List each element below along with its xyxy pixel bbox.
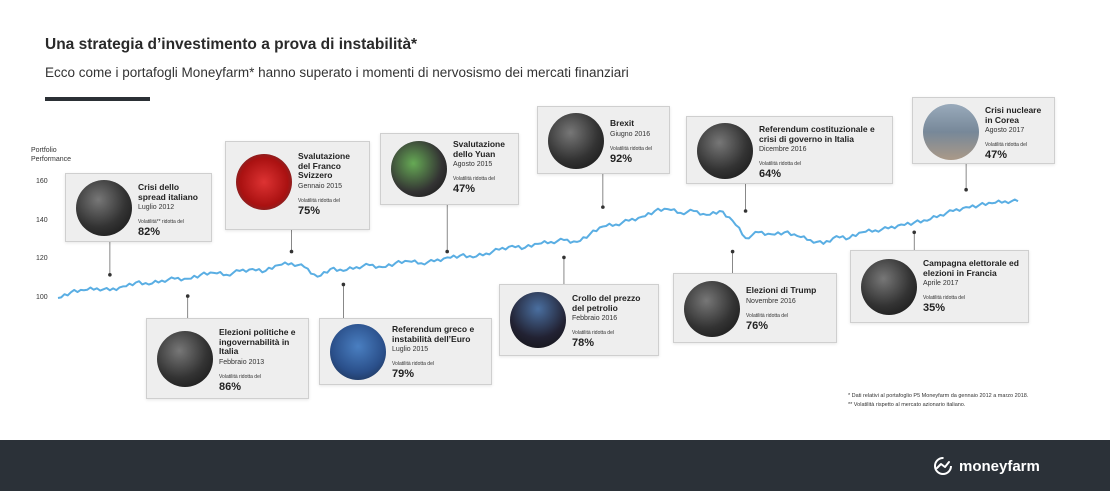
footnote: * Dati relativi al portafoglio P5 Moneyf… (848, 393, 1029, 399)
event-marker-petrolio (562, 255, 566, 260)
y-tick-label: 120 (36, 255, 48, 262)
event-card-crisi: Crisi dello spread italiano Luglio 2012 … (65, 173, 212, 242)
event-marker-greco (341, 282, 346, 287)
y-axis-title: Portfolio Performance (31, 147, 72, 163)
event-title: Svalutazione del Franco Svizzero (298, 151, 350, 180)
event-date: Febbraio 2013 (219, 358, 265, 366)
event-date: Gennaio 2015 (298, 182, 342, 190)
event-date: Novembre 2016 (746, 297, 796, 305)
event-vlabel: Volatilità ridotta del (453, 176, 495, 182)
event-marker-francia (912, 230, 917, 235)
event-card-elezioni: Elezioni politiche e ingovernabilità in … (146, 318, 309, 399)
portrait-photo (697, 123, 753, 179)
event-vlabel: Volatilità ridotta del (759, 161, 801, 167)
event-title: Referendum greco e instabilità dell’Euro (392, 324, 475, 344)
event-vlabel: Volatilità ridotta del (746, 312, 788, 319)
event-card-franco: Svalutazione del Franco Svizzero Gennaio… (225, 141, 370, 230)
event-value: 78% (572, 337, 595, 349)
event-marker-corea (964, 187, 968, 192)
event-title: Crollo del prezzo del petrolio (572, 293, 641, 313)
portrait-photo (861, 259, 917, 315)
event-marker-franco (289, 249, 294, 254)
chart-subtitle: Ecco come i portafogli Moneyfarm* hanno … (45, 65, 629, 80)
event-vlabel: Volatilità ridotta del (392, 361, 434, 367)
performance-line (57, 198, 1019, 299)
event-date: Luglio 2015 (392, 346, 429, 353)
event-marker-referendum (743, 209, 748, 213)
stock-board-photo (391, 141, 447, 197)
event-title: Elezioni di Trump (746, 285, 817, 295)
event-markers (108, 164, 968, 318)
event-card-greco: Referendum greco e instabilità dell’Euro… (319, 318, 492, 385)
euro-sign-photo (330, 324, 386, 380)
event-value: 82% (138, 226, 161, 238)
event-date: Febbraio 2016 (572, 315, 618, 322)
event-title: Elezioni politiche e ingovernabilità in … (219, 327, 296, 356)
event-card-brexit: Brexit Giugno 2016 Volatilità ridotta de… (537, 106, 670, 174)
chart-title: Una strategia d’investimento a prova di … (45, 36, 418, 53)
portrait-photo (684, 281, 740, 337)
event-vlabel: Volatilità** ridotta del (138, 219, 184, 225)
y-tick-label: 160 (36, 178, 48, 185)
title-divider (45, 97, 150, 101)
event-vlabel: Volatilità ridotta del (923, 295, 965, 301)
event-value: 75% (298, 204, 321, 217)
portrait-photo (76, 180, 132, 236)
event-date: Dicembre 2016 (759, 146, 807, 153)
event-vlabel: Volatilità ridotta del (572, 330, 614, 336)
event-value: 79% (392, 368, 415, 380)
event-date: Aprile 2017 (923, 280, 959, 287)
event-vlabel: Volatilità ridotta del (298, 197, 340, 204)
oil-rig-photo (510, 292, 566, 348)
event-marker-crisi (108, 273, 112, 277)
event-vlabel: Volatilità ridotta del (610, 145, 652, 152)
footnote: ** Volatilità rispetto al mercato aziona… (848, 402, 966, 408)
event-value: 35% (923, 302, 946, 314)
event-date: Agosto 2015 (453, 161, 493, 168)
event-title: Brexit (610, 118, 635, 128)
event-vlabel: Volatilità ridotta del (219, 373, 261, 380)
event-title: Crisi dello spread italiano (138, 182, 198, 202)
event-value: 47% (985, 149, 1008, 161)
event-value: 86% (219, 380, 242, 393)
event-card-yuan: Svalutazione dello Yuan Agosto 2015 Vola… (380, 133, 519, 205)
event-marker-yuan (445, 249, 449, 254)
chart-plot (57, 164, 1019, 318)
event-date: Giugno 2016 (610, 130, 651, 138)
event-marker-elezioni (185, 294, 190, 298)
event-date: Luglio 2012 (138, 204, 175, 211)
event-value: 64% (759, 168, 782, 180)
event-title: Referendum costituzionale e crisi di gov… (759, 124, 875, 144)
brand-logo[interactable]: moneyfarm (933, 456, 1040, 476)
event-title: Campagna elettorale ed elezioni in Franc… (923, 258, 1019, 278)
footer-bar (0, 440, 1110, 491)
event-vlabel: Volatilità ridotta del (985, 142, 1027, 148)
event-title: Svalutazione dello Yuan (453, 139, 505, 159)
event-date: Agosto 2017 (985, 127, 1025, 134)
event-value: 47% (453, 183, 476, 195)
event-card-petrolio: Crollo del prezzo del petrolio Febbraio … (499, 284, 659, 356)
event-card-francia: Campagna elettorale ed elezioni in Franc… (850, 250, 1029, 323)
event-title: Crisi nucleare in Corea (985, 105, 1042, 125)
swiss-flag-photo (236, 154, 292, 210)
portrait-photo (157, 331, 213, 387)
event-marker-brexit (601, 205, 605, 209)
event-card-referendum: Referendum costituzionale e crisi di gov… (686, 116, 893, 184)
y-tick-label: 100 (36, 294, 48, 301)
event-value: 92% (610, 152, 633, 165)
logo-text: moneyfarm (959, 457, 1040, 475)
event-card-corea: Crisi nucleare in Corea Agosto 2017 Vola… (912, 97, 1055, 164)
portrait-photo (548, 113, 604, 169)
y-tick-label: 140 (36, 217, 48, 224)
event-marker-trump (730, 249, 735, 254)
event-value: 76% (746, 319, 769, 332)
event-card-trump: Elezioni di Trump Novembre 2016 Volatili… (673, 273, 837, 343)
landscape-photo (923, 104, 979, 160)
moneyfarm-logo-icon (934, 457, 952, 475)
